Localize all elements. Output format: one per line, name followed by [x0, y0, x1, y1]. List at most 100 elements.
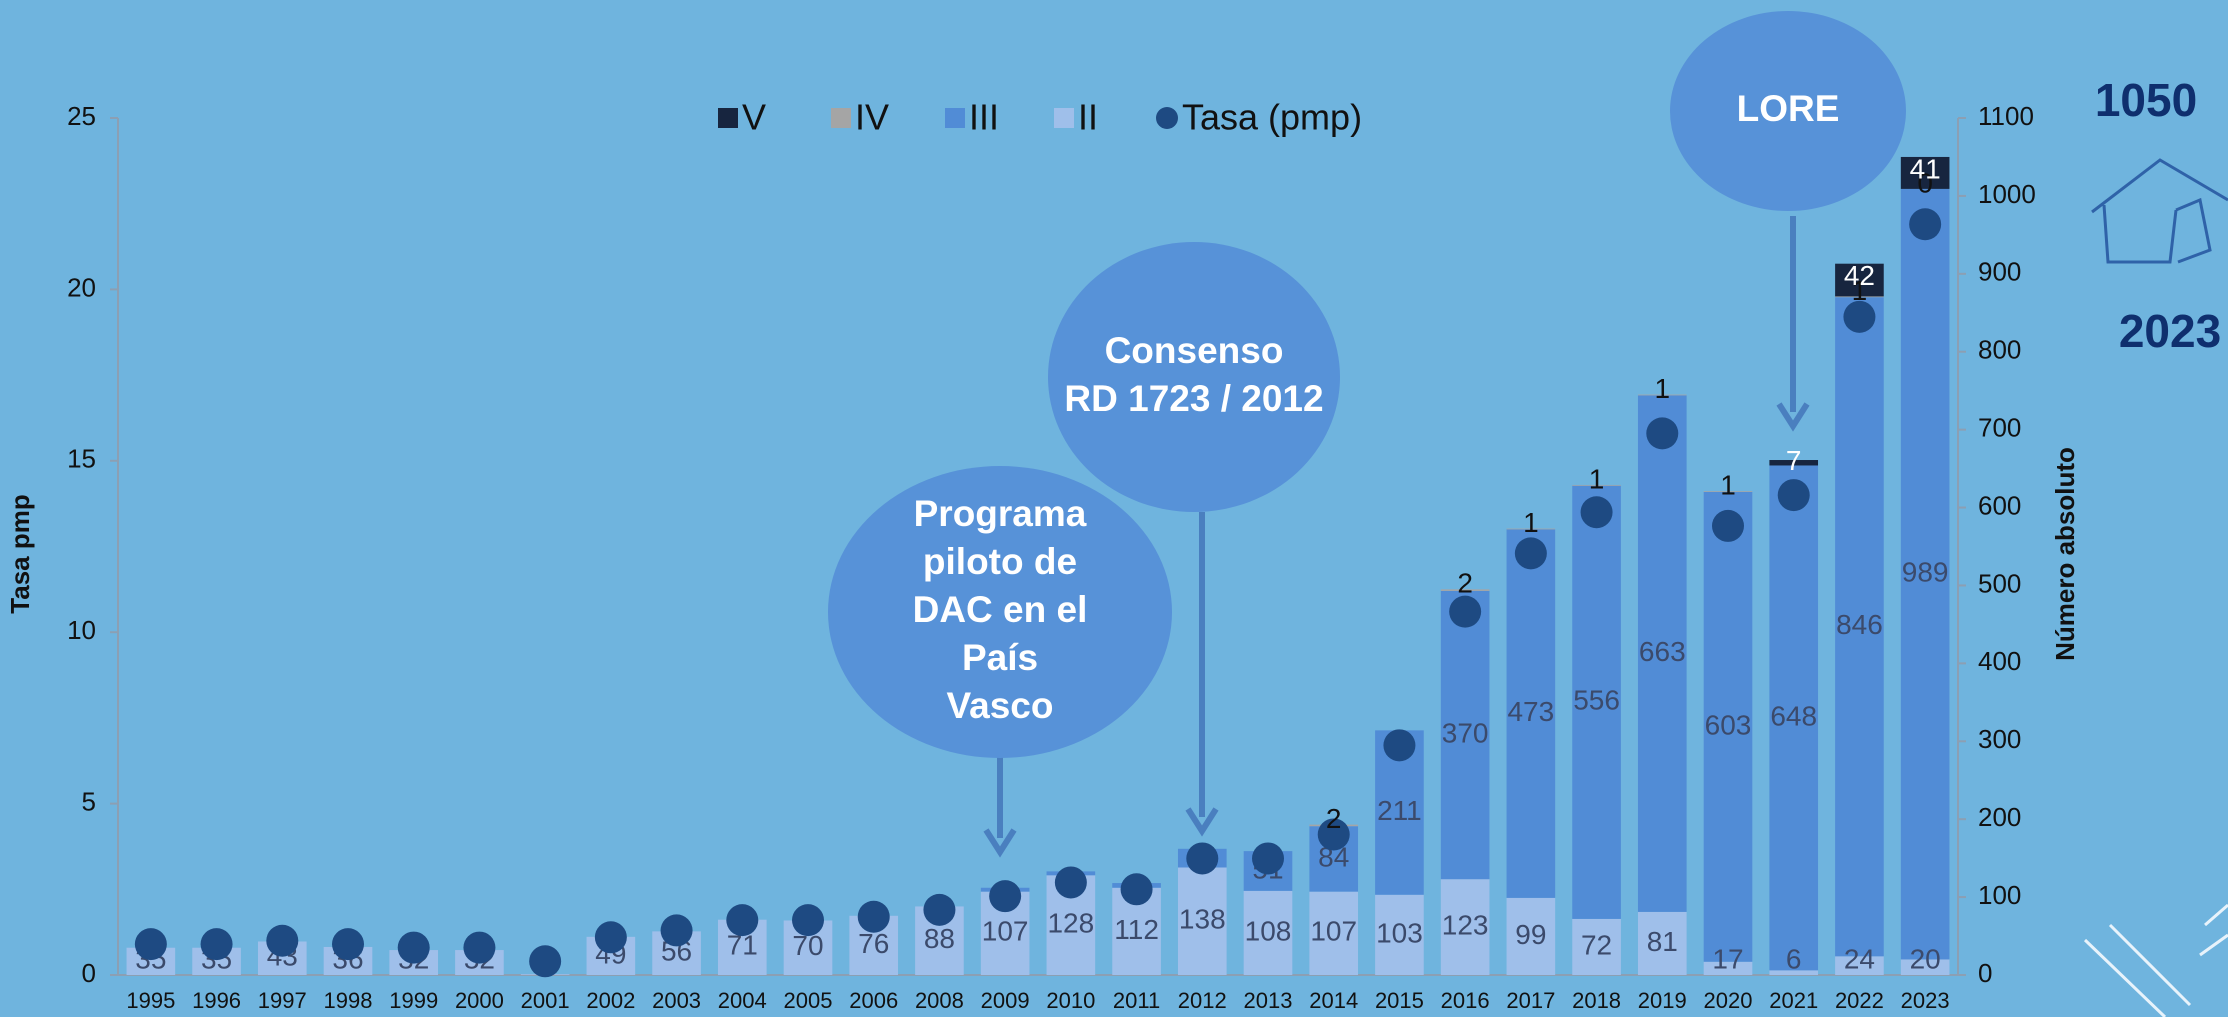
house-outline [2092, 160, 2228, 262]
rate-point [1449, 596, 1481, 628]
legend-marker [831, 108, 851, 128]
rate-point [1712, 510, 1744, 542]
data-label: 556 [1573, 685, 1620, 716]
rate-point [135, 928, 167, 960]
rate-point [1252, 842, 1284, 874]
legend-marker [945, 108, 965, 128]
x-tick-label: 1998 [324, 988, 373, 1013]
x-tick-label: 2000 [455, 988, 504, 1013]
x-tick-label: 2003 [652, 988, 701, 1013]
annotation-text: RD 1723 / 2012 [1064, 378, 1323, 419]
data-label: 123 [1442, 909, 1489, 940]
x-tick-label: 2005 [784, 988, 833, 1013]
rate-point [529, 945, 561, 977]
data-label: 648 [1770, 700, 1817, 731]
y-tick-label: 10 [67, 615, 96, 645]
x-tick-label: 1999 [389, 988, 438, 1013]
data-label: 112 [1114, 914, 1159, 945]
annotation-text: Consenso [1105, 330, 1284, 371]
rate-point [726, 904, 758, 936]
data-label: 107 [1310, 916, 1357, 947]
rate-point [463, 932, 495, 964]
rate-point [1646, 417, 1678, 449]
x-tick-label: 2002 [586, 988, 635, 1013]
x-tick-label: 2018 [1572, 988, 1621, 1013]
data-label: 81 [1647, 926, 1678, 957]
y2-tick-label: 200 [1978, 802, 2021, 832]
x-tick-label: 1997 [258, 988, 307, 1013]
data-label: 6 [1786, 943, 1802, 974]
annotation-text: LORE [1737, 88, 1840, 129]
data-label: 370 [1442, 717, 1489, 748]
rate-point [792, 904, 824, 936]
annotation-text: Vasco [947, 685, 1054, 726]
x-tick-label: 2020 [1704, 988, 1753, 1013]
data-label: 1 [1720, 470, 1736, 501]
x-tick-label: 2016 [1441, 988, 1490, 1013]
y-tick-label: 0 [82, 958, 96, 988]
decor-strokes [2085, 905, 2228, 1017]
data-label: 17 [1712, 943, 1743, 974]
data-label: 42 [1844, 260, 1875, 291]
annotation-text: piloto de [923, 541, 1077, 582]
data-label: 2 [1326, 803, 1342, 834]
chart: Tasa pmp Número absoluto 1050 2023 05101… [0, 0, 2228, 1017]
data-label: 1 [1589, 463, 1605, 494]
x-tick-label: 2006 [849, 988, 898, 1013]
legend-label: III [969, 97, 999, 138]
side-label: 1050 [2095, 74, 2197, 126]
x-tick-label: 2017 [1506, 988, 1555, 1013]
data-label: 88 [924, 923, 955, 954]
legend-label: Tasa (pmp) [1182, 97, 1362, 138]
data-label: 99 [1515, 919, 1546, 950]
rate-point [1778, 479, 1810, 511]
x-tick-label: 2023 [1901, 988, 1950, 1013]
data-label: 128 [1047, 908, 1094, 939]
rate-point [201, 928, 233, 960]
data-label: 846 [1836, 609, 1883, 640]
data-label: 473 [1507, 696, 1554, 727]
x-tick-label: 1996 [192, 988, 241, 1013]
annotation-text: País [962, 637, 1038, 678]
x-tick-label: 2011 [1113, 988, 1160, 1013]
data-label: 108 [1245, 915, 1292, 946]
rate-point [398, 932, 430, 964]
rate-point [858, 901, 890, 933]
y2-tick-label: 1100 [1978, 101, 2034, 131]
legend-label: IV [855, 97, 889, 138]
rate-point [1121, 873, 1153, 905]
y2-axis-title: Número absoluto [2050, 447, 2080, 661]
rate-point [1383, 729, 1415, 761]
data-label: 107 [982, 916, 1029, 947]
x-tick-label: 2019 [1638, 988, 1687, 1013]
legend-marker [1054, 108, 1074, 128]
x-tick-label: 2009 [981, 988, 1030, 1013]
x-tick-label: 2021 [1769, 988, 1818, 1013]
data-label: 989 [1902, 557, 1949, 588]
y-axis-title: Tasa pmp [5, 494, 35, 613]
rate-point [1909, 208, 1941, 240]
legend-label: II [1078, 97, 1098, 138]
y-tick-label: 15 [67, 444, 96, 474]
annotation-text: DAC en el [913, 589, 1088, 630]
rate-point [332, 928, 364, 960]
y2-tick-label: 500 [1978, 568, 2021, 598]
y2-tick-label: 800 [1978, 335, 2021, 365]
legend-marker [718, 108, 738, 128]
x-tick-label: 2010 [1046, 988, 1095, 1013]
rate-point [1055, 866, 1087, 898]
y2-tick-label: 900 [1978, 257, 2021, 287]
data-label: 24 [1844, 943, 1875, 974]
x-tick-label: 2013 [1244, 988, 1293, 1013]
y2-tick-label: 0 [1978, 958, 1992, 988]
house-icon [2092, 160, 2228, 262]
y2-tick-label: 400 [1978, 646, 2021, 676]
x-tick-label: 2015 [1375, 988, 1424, 1013]
data-label: 41 [1910, 153, 1941, 184]
x-tick-label: 2014 [1309, 988, 1358, 1013]
annotation-text: Programa [914, 493, 1087, 534]
y2-tick-label: 700 [1978, 413, 2021, 443]
data-label: 138 [1179, 904, 1226, 935]
legend-label: V [742, 97, 766, 138]
data-label: 103 [1376, 917, 1423, 948]
